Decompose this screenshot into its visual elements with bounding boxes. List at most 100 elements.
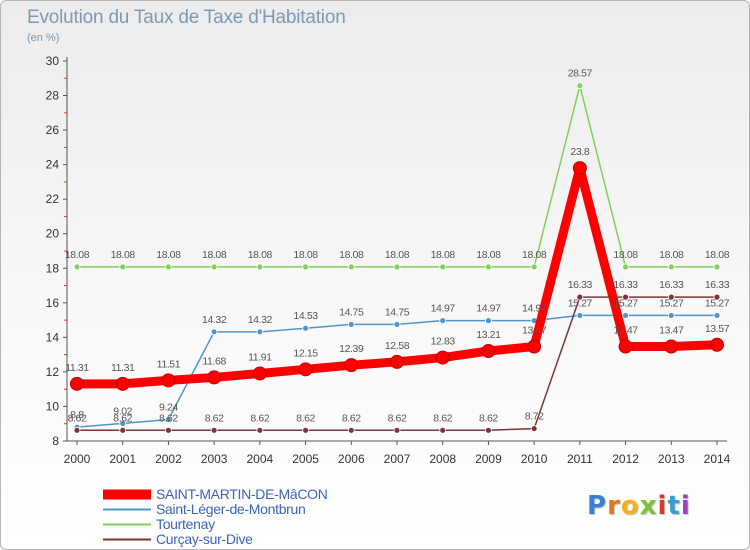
legend-label: Saint-Léger-de-Montbrun <box>156 501 306 517</box>
data-label: 8.62 <box>113 412 132 424</box>
data-label: 18.08 <box>65 249 90 261</box>
data-label: 14.75 <box>385 306 410 318</box>
y-tick-label: 8 <box>52 434 59 448</box>
data-point <box>576 312 584 319</box>
data-label: 11.51 <box>157 358 181 370</box>
legend-swatch <box>103 508 151 511</box>
data-point <box>165 426 172 434</box>
x-tick-label: 2003 <box>201 452 228 466</box>
data-point <box>165 263 172 271</box>
data-label: 9.02 <box>113 405 132 417</box>
data-point <box>256 263 264 271</box>
data-label: 28.57 <box>568 68 593 80</box>
data-label: 15.27 <box>568 297 593 309</box>
data-label: 18.08 <box>293 249 318 261</box>
data-point <box>530 425 538 432</box>
data-point <box>119 263 127 271</box>
data-label: 18.08 <box>339 249 364 261</box>
data-point <box>622 263 629 271</box>
data-point <box>302 263 309 271</box>
x-tick-label: 2011 <box>567 452 593 466</box>
x-tick-label: 2012 <box>612 452 639 466</box>
data-point <box>390 354 404 369</box>
data-point <box>73 263 81 271</box>
data-label: 14.97 <box>476 303 501 315</box>
data-point <box>210 328 218 336</box>
data-label: 9.24 <box>159 402 178 414</box>
data-point <box>256 426 264 434</box>
data-point <box>667 293 675 301</box>
data-point <box>252 366 267 381</box>
x-tick-label: 2002 <box>155 452 182 466</box>
data-label: 11.31 <box>65 362 89 374</box>
y-tick-label: 30 <box>46 54 60 68</box>
data-point <box>664 339 679 354</box>
x-tick-label: 2000 <box>64 452 91 466</box>
data-point <box>439 263 447 271</box>
series-1 <box>73 312 721 431</box>
data-point <box>710 337 724 352</box>
data-label: 12.39 <box>339 343 364 355</box>
data-label: 23.8 <box>570 146 589 158</box>
data-point <box>713 312 721 319</box>
data-point <box>485 263 492 271</box>
data-point <box>439 317 447 325</box>
y-tick-label: 10 <box>46 399 60 413</box>
logo-letter: i <box>657 491 668 521</box>
legend-swatch <box>103 523 151 526</box>
logo-letter: r <box>607 491 621 521</box>
data-label: 18.08 <box>705 249 730 261</box>
data-label: 11.68 <box>202 355 226 367</box>
legend-label: SAINT-MARTIN-DE-MâCON <box>156 486 328 502</box>
data-point <box>485 317 492 325</box>
logo-letter: o <box>620 491 640 521</box>
data-label: 13.57 <box>705 323 730 335</box>
data-label: 13.47 <box>613 325 638 337</box>
x-tick-label: 2008 <box>429 452 456 466</box>
data-label: 8.62 <box>342 412 361 424</box>
data-label: 14.32 <box>202 314 227 326</box>
data-label: 8.8 <box>70 409 84 421</box>
data-label: 11.91 <box>248 351 272 363</box>
data-point <box>393 321 401 328</box>
legend-swatch <box>103 538 151 541</box>
x-tick-label: 2004 <box>247 452 274 466</box>
chart-title: Evolution du Taux de Taxe d'Habitation <box>27 7 346 28</box>
data-label: 11.31 <box>111 362 135 374</box>
unit-label: (en %) <box>27 32 60 44</box>
data-label: 14.75 <box>339 306 364 318</box>
data-label: 16.33 <box>613 279 638 291</box>
data-label: 13.21 <box>476 329 501 341</box>
data-point <box>119 419 127 427</box>
legend-swatch <box>103 489 151 500</box>
x-tick-label: 2010 <box>521 452 548 466</box>
data-point <box>302 324 309 332</box>
data-point <box>207 370 222 385</box>
data-label: 12.15 <box>293 347 318 359</box>
x-tick-label: 2006 <box>338 452 365 466</box>
y-tick-label: 24 <box>46 158 60 172</box>
y-tick-label: 12 <box>46 365 60 379</box>
x-tick-label: 2009 <box>475 452 502 466</box>
data-point <box>439 426 447 434</box>
data-point <box>256 328 264 336</box>
data-label: 8.62 <box>388 412 407 424</box>
data-point <box>344 358 359 373</box>
data-label: 18.08 <box>476 249 501 261</box>
data-label: 16.33 <box>705 279 730 291</box>
data-label: 14.53 <box>293 310 318 322</box>
logo-letter: t <box>667 491 681 521</box>
data-label: 8.62 <box>479 412 498 424</box>
data-point <box>527 339 542 354</box>
series-0 <box>70 161 724 391</box>
data-label: 8.62 <box>296 412 315 424</box>
data-label: 13.47 <box>659 325 684 337</box>
data-point <box>713 293 721 301</box>
x-tick-label: 2001 <box>109 452 136 466</box>
data-point <box>347 263 355 271</box>
data-point <box>622 312 629 319</box>
x-tick-label: 2007 <box>384 452 411 466</box>
data-label: 8.72 <box>525 411 544 423</box>
